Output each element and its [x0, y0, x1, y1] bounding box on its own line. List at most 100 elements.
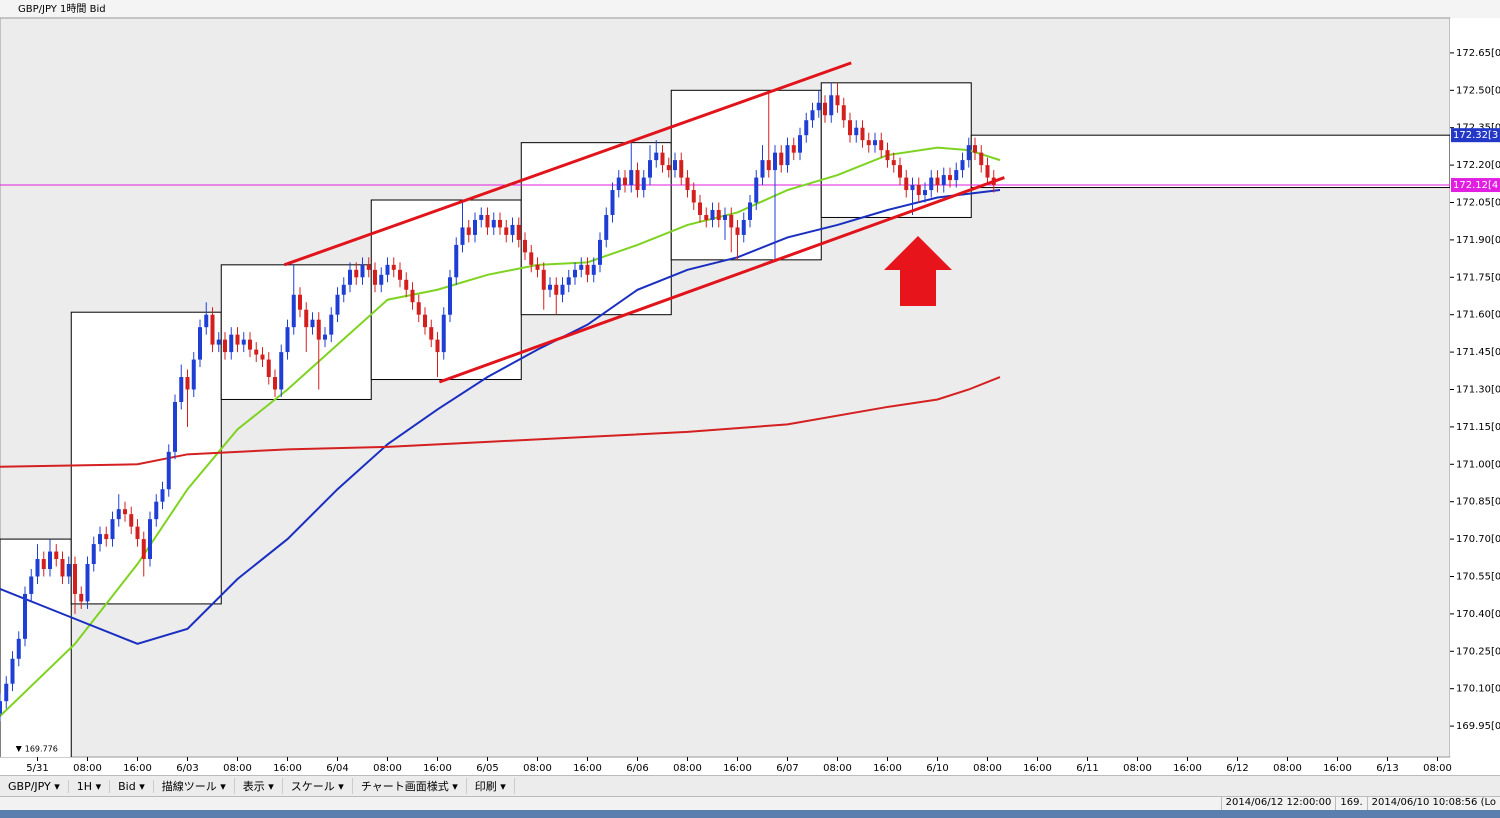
candle-body: [691, 190, 696, 203]
status-field: 2014/06/12 12:00:00: [1220, 797, 1336, 811]
candle-body: [798, 135, 802, 153]
candle-body: [910, 185, 915, 191]
y-tick-label: 171.00[0]: [1456, 459, 1500, 470]
range-box: [820, 82, 972, 218]
y-tick-label: 170.55[0]: [1456, 571, 1500, 582]
candle-body: [541, 269, 546, 290]
candle-body: [635, 170, 640, 191]
candle-body: [648, 160, 652, 178]
candle-body: [266, 359, 271, 378]
candle-body: [204, 314, 209, 328]
candle-body: [760, 160, 765, 178]
candle-body: [791, 145, 796, 153]
moving-average: [0, 376, 1001, 468]
x-tick-label: 08:00: [1123, 763, 1152, 774]
candle-body: [441, 314, 446, 353]
candle-body: [485, 214, 490, 228]
candle-body: [841, 105, 846, 121]
candle-body: [698, 202, 702, 215]
y-tick-label: 169.95[0]: [1456, 721, 1500, 732]
x-tick-label: 08:00: [1273, 763, 1302, 774]
candle-body: [410, 289, 415, 303]
candle-body: [10, 658, 15, 684]
candle-body: [710, 209, 715, 220]
range-box: [220, 264, 372, 400]
moving-average: [0, 189, 1001, 645]
candle-body: [123, 509, 127, 515]
candle-body: [923, 190, 927, 196]
candle-body: [598, 239, 602, 265]
trend-line: [283, 61, 852, 267]
candle-body: [860, 127, 865, 141]
candle-body: [885, 150, 890, 161]
candle-body: [741, 219, 746, 235]
candle-body: [304, 309, 309, 328]
candle-body: [804, 120, 809, 136]
y-tick-label: 172.50[0]: [1456, 85, 1500, 96]
candle-body: [154, 501, 159, 520]
candle-body: [673, 160, 677, 171]
candle-body: [91, 544, 96, 565]
candle-body: [448, 277, 452, 315]
y-tick-label: 170.70[0]: [1456, 534, 1500, 545]
toolbar-button[interactable]: 表示: [235, 778, 283, 794]
taskbar: [0, 810, 1500, 818]
candle-body: [941, 175, 946, 186]
toolbar-button[interactable]: スケール: [283, 778, 353, 794]
axis-layer: 172.65[0]172.50[0]172.35[0]172.20[0]172.…: [15, 48, 1500, 774]
candle-body: [129, 514, 134, 527]
y-tick-label: 170.10[0]: [1456, 684, 1500, 695]
x-tick-label: 08:00: [673, 763, 702, 774]
status-bar: 2014/06/12 12:00:00 169. 2014/06/10 10:08:…: [0, 796, 1500, 811]
candle-body: [491, 219, 496, 228]
candle-body: [766, 160, 771, 171]
candle-body: [510, 224, 515, 235]
candle-body: [285, 327, 290, 353]
candle-body: [754, 177, 759, 203]
candle-body: [60, 559, 65, 577]
candle-body: [341, 284, 346, 295]
candle-body: [379, 274, 384, 285]
candle-body: [704, 214, 709, 220]
x-tick-label: 08:00: [823, 763, 852, 774]
candle-body: [966, 145, 971, 161]
candle-body: [473, 219, 477, 235]
x-tick-label: 08:00: [73, 763, 102, 774]
low-marker: [15, 746, 22, 752]
y-tick-label: 170.40[0]: [1456, 609, 1500, 620]
up-arrow: [884, 236, 952, 306]
candle-body: [291, 294, 296, 328]
toolbar-button[interactable]: Bid: [110, 779, 154, 793]
candle-body: [660, 152, 665, 166]
y-tick-label: 171.90[0]: [1456, 235, 1500, 246]
candle-body: [160, 489, 165, 502]
candle-body: [498, 219, 502, 228]
candle-body: [616, 177, 621, 191]
candle-body: [554, 284, 559, 295]
toolbar-button[interactable]: 印刷: [467, 778, 515, 794]
candle-body: [310, 319, 315, 328]
x-tick-label: 16:00: [423, 763, 452, 774]
candle-body: [279, 352, 284, 390]
candle-body: [729, 214, 734, 228]
candle-body: [985, 165, 990, 178]
candle-body: [466, 227, 471, 235]
x-tick-label: 5/31: [26, 763, 48, 774]
toolbar-button[interactable]: GBP/JPY: [0, 779, 69, 793]
candle-body: [773, 152, 777, 171]
x-tick-label: 6/12: [1226, 763, 1248, 774]
candle-body: [454, 244, 459, 278]
x-tick-label: 16:00: [573, 763, 602, 774]
candle-body: [360, 264, 365, 278]
candle-body: [535, 264, 540, 270]
candle-body: [23, 593, 27, 639]
candle-body: [429, 327, 434, 340]
candle-body: [354, 269, 359, 278]
toolbar-button[interactable]: チャート画面様式: [353, 778, 467, 794]
toolbar-button[interactable]: 1H: [69, 779, 111, 793]
candle-body: [16, 638, 21, 659]
x-tick-label: 16:00: [1023, 763, 1052, 774]
candle-body: [316, 319, 321, 340]
candle-body: [423, 314, 427, 328]
toolbar-button[interactable]: 描線ツール: [154, 778, 235, 794]
